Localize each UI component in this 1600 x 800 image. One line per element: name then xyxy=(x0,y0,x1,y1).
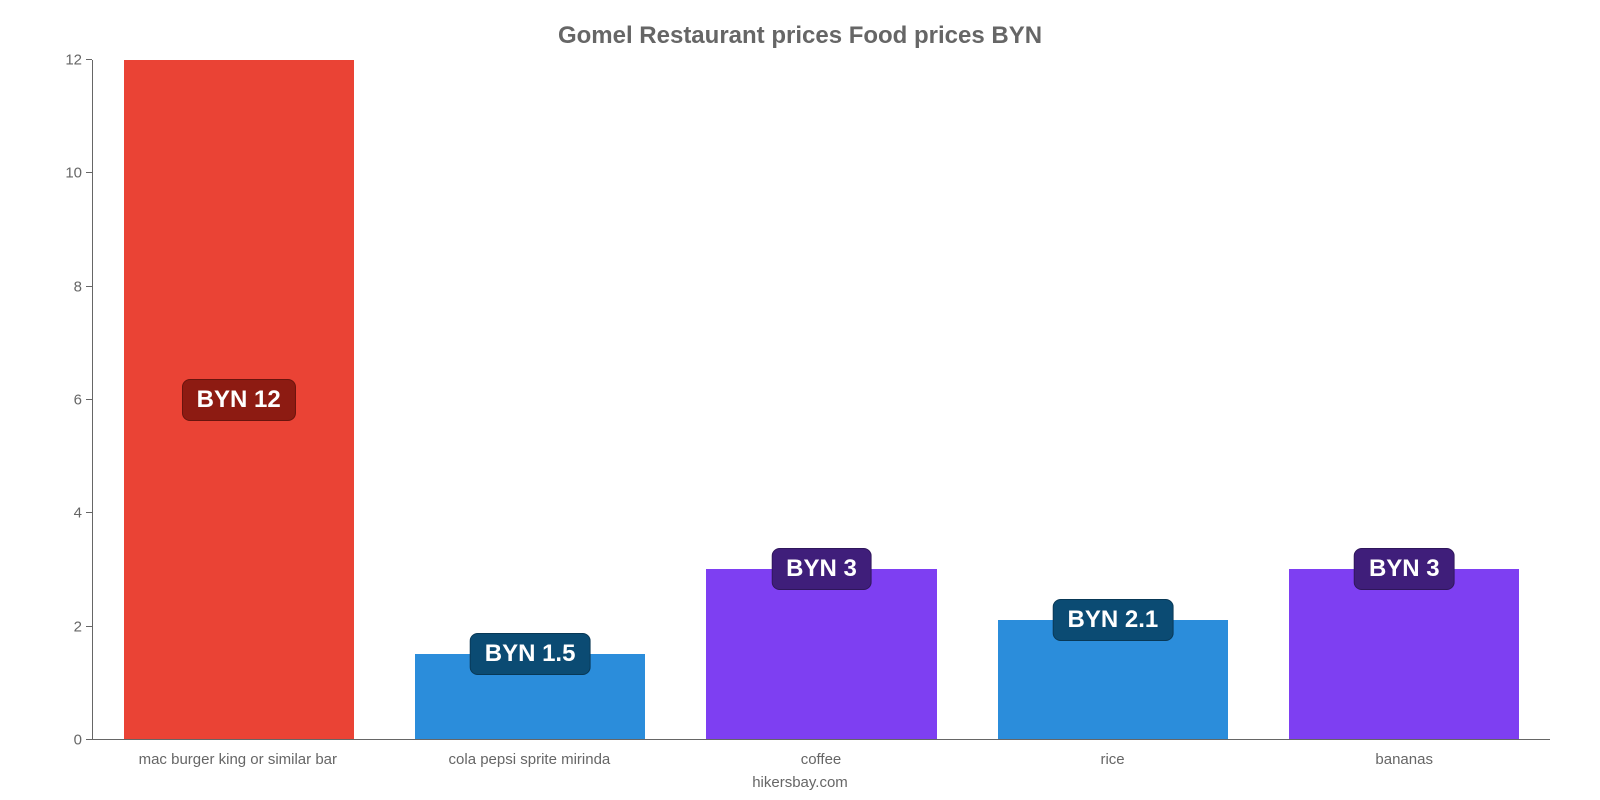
bar: BYN 3 xyxy=(706,569,936,739)
y-tick-label: 0 xyxy=(74,732,82,749)
y-tick-label: 12 xyxy=(65,52,82,69)
y-axis: 024681012 xyxy=(50,60,90,740)
x-tick-label: bananas xyxy=(1258,751,1550,768)
bar: BYN 1.5 xyxy=(415,654,645,739)
x-axis-labels: mac burger king or similar barcola pepsi… xyxy=(92,751,1550,768)
bar-slot: BYN 3 xyxy=(1259,60,1550,739)
y-tick-label: 10 xyxy=(65,165,82,182)
plot-area: BYN 12 BYN 1.5 BYN 3 BYN 2.1 BYN 3 xyxy=(92,60,1550,740)
bar-value-label: BYN 12 xyxy=(182,379,296,421)
bar: BYN 12 xyxy=(124,60,354,739)
bar-slot: BYN 1.5 xyxy=(384,60,675,739)
bar-chart: Gomel Restaurant prices Food prices BYN … xyxy=(0,0,1600,800)
bar: BYN 3 xyxy=(1289,569,1519,739)
chart-title: Gomel Restaurant prices Food prices BYN xyxy=(50,22,1550,50)
bar-slot: BYN 12 xyxy=(93,60,384,739)
y-tick-label: 6 xyxy=(74,392,82,409)
x-tick-label: rice xyxy=(967,751,1259,768)
y-tick-label: 2 xyxy=(74,618,82,635)
bar: BYN 2.1 xyxy=(998,620,1228,739)
x-tick-label: mac burger king or similar bar xyxy=(92,751,384,768)
bar-slot: BYN 3 xyxy=(676,60,967,739)
bars-container: BYN 12 BYN 1.5 BYN 3 BYN 2.1 BYN 3 xyxy=(93,60,1550,739)
chart-caption: hikersbay.com xyxy=(50,774,1550,791)
y-tick-label: 4 xyxy=(74,505,82,522)
plot: 024681012 BYN 12BYN 1.5BYN 3BYN 2.1BYN 3… xyxy=(50,60,1550,740)
bar-value-label: BYN 3 xyxy=(771,548,872,590)
bar-value-label: BYN 2.1 xyxy=(1053,599,1174,641)
x-tick-label: coffee xyxy=(675,751,967,768)
x-tick-label: cola pepsi sprite mirinda xyxy=(384,751,676,768)
bar-value-label: BYN 3 xyxy=(1354,548,1455,590)
bar-slot: BYN 2.1 xyxy=(967,60,1258,739)
bar-value-label: BYN 1.5 xyxy=(470,633,591,675)
y-tick-label: 8 xyxy=(74,278,82,295)
